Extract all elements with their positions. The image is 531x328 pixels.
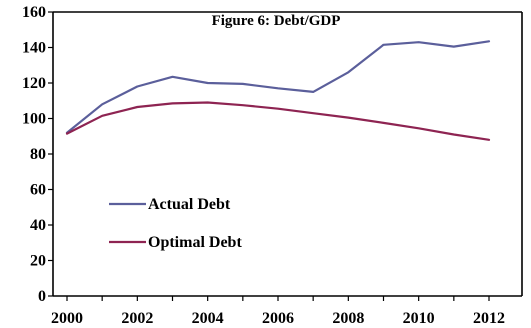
chart-title: Figure 6: Debt/GDP bbox=[212, 13, 341, 29]
x-tick-label: 2008 bbox=[332, 310, 364, 327]
y-tick-label: 20 bbox=[30, 253, 46, 270]
x-tick-label: 2004 bbox=[192, 310, 224, 327]
actual-debt-legend-label: Actual Debt bbox=[148, 196, 231, 213]
x-tick-label: 2000 bbox=[51, 310, 83, 327]
x-tick-label: 2010 bbox=[403, 310, 435, 327]
y-tick-label: 80 bbox=[30, 146, 46, 163]
y-tick-label: 0 bbox=[38, 288, 46, 305]
x-tick-label: 2012 bbox=[473, 310, 505, 327]
actual-debt-series-line bbox=[65, 40, 491, 134]
legend: Actual Debt Optimal Debt bbox=[109, 196, 242, 251]
series bbox=[65, 40, 491, 141]
y-tick-label: 100 bbox=[22, 111, 46, 128]
optimal-debt-series-line bbox=[65, 101, 491, 141]
x-tick-label: 2002 bbox=[121, 310, 153, 327]
y-tick-label: 60 bbox=[30, 182, 46, 199]
optimal-debt-legend-label: Optimal Debt bbox=[148, 234, 242, 251]
y-tick-label: 140 bbox=[22, 40, 46, 57]
x-tick-label: 2006 bbox=[262, 310, 294, 327]
y-tick-label: 160 bbox=[22, 4, 46, 21]
axes bbox=[52, 11, 523, 297]
y-tick-label: 120 bbox=[22, 75, 46, 92]
y-tick-label: 40 bbox=[30, 217, 46, 234]
ticks: 0 20 40 60 80 100 120 140 160 2000 2002 2004 2006 200… bbox=[22, 4, 505, 327]
